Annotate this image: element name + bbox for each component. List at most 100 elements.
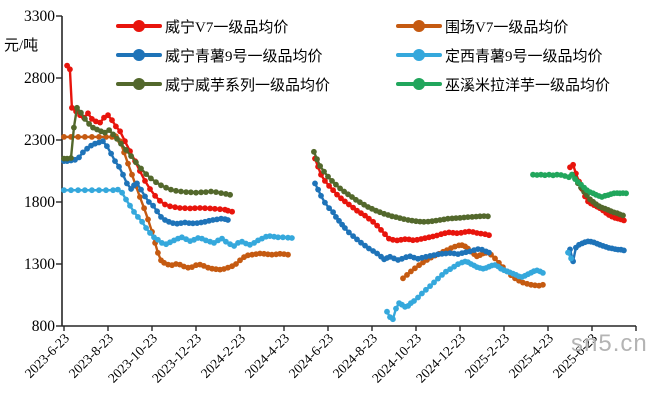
- data-point: [374, 250, 380, 257]
- data-point: [82, 134, 88, 140]
- data-point: [141, 205, 148, 212]
- data-point: [374, 222, 380, 229]
- data-point: [173, 187, 179, 194]
- data-point: [158, 182, 164, 189]
- data-point: [182, 205, 188, 212]
- data-point: [317, 163, 323, 169]
- data-point: [492, 255, 498, 262]
- legend-marker-icon: [396, 78, 442, 90]
- data-point: [105, 112, 111, 119]
- data-point: [147, 230, 153, 236]
- data-point: [127, 202, 133, 209]
- data-point: [104, 143, 110, 150]
- data-point: [223, 238, 229, 245]
- series-weining-weiyu: [61, 104, 626, 225]
- series-wuxi-mila: [530, 171, 629, 200]
- data-point: [75, 134, 81, 140]
- y-axis-unit-label: 元/吨: [4, 37, 38, 54]
- data-point: [421, 218, 427, 225]
- data-point: [350, 204, 356, 211]
- data-point: [570, 161, 576, 168]
- data-point: [106, 127, 112, 133]
- data-point: [138, 186, 144, 193]
- x-axis-tick-label: 2024-2-23: [198, 330, 249, 381]
- data-point: [342, 198, 348, 205]
- data-point: [322, 199, 328, 206]
- data-point: [218, 190, 225, 197]
- data-point: [109, 117, 115, 124]
- data-point: [96, 134, 102, 140]
- legend-label: 巫溪米拉洋芋一级品均价: [445, 77, 611, 94]
- data-point: [193, 189, 199, 196]
- data-point: [187, 205, 194, 212]
- series-dingxi-qingshu9: [61, 186, 574, 323]
- data-point: [142, 193, 148, 200]
- data-point: [124, 180, 130, 187]
- data-point: [330, 209, 336, 216]
- legend-item-wuxi-mila: 巫溪米拉洋芋一级品均价: [396, 74, 636, 94]
- data-point: [227, 191, 234, 198]
- data-point: [623, 190, 629, 197]
- data-point: [318, 192, 324, 199]
- data-point: [326, 205, 332, 212]
- legend-label: 定西青薯9号一级品均价: [445, 48, 603, 65]
- data-point: [163, 184, 170, 191]
- data-point: [112, 158, 118, 165]
- data-point: [289, 235, 295, 241]
- data-point: [155, 249, 161, 256]
- data-point: [357, 199, 363, 206]
- data-point: [346, 229, 352, 236]
- x-axis-tick-label: 2025-2-23: [462, 330, 513, 381]
- legend-marker-icon: [116, 49, 162, 61]
- data-point: [67, 66, 73, 73]
- data-point: [108, 150, 114, 157]
- data-point: [315, 186, 321, 193]
- data-point: [486, 232, 492, 239]
- data-point: [233, 261, 239, 267]
- data-point: [445, 215, 451, 222]
- data-point: [82, 187, 88, 194]
- y-axis-tick-label: 2300: [24, 132, 55, 149]
- data-point: [61, 134, 67, 140]
- data-point: [157, 197, 163, 204]
- legend-item-dingxi-qingshu9: 定西青薯9号一级品均价: [396, 45, 636, 65]
- data-point: [135, 214, 141, 220]
- data-point: [338, 195, 344, 202]
- data-point: [427, 283, 433, 289]
- data-point: [486, 249, 492, 256]
- data-point: [370, 218, 376, 225]
- data-point: [334, 191, 340, 198]
- data-point: [103, 187, 109, 194]
- data-point: [143, 225, 150, 231]
- data-point: [143, 171, 150, 178]
- data-point: [390, 316, 396, 323]
- legend-marker-icon: [396, 20, 442, 32]
- data-point: [333, 214, 339, 220]
- data-point: [443, 268, 449, 275]
- data-point: [192, 205, 198, 212]
- data-point: [125, 160, 131, 167]
- data-point: [153, 179, 159, 186]
- data-point: [378, 227, 384, 233]
- data-point: [285, 251, 291, 258]
- data-point: [314, 156, 320, 163]
- y-axis-tick-label: 800: [32, 318, 56, 335]
- legend-item-weining-qingshu9: 威宁青薯9号一级品均价: [116, 45, 396, 65]
- data-point: [231, 243, 238, 249]
- legend-marker-icon: [396, 49, 442, 61]
- data-point: [76, 154, 82, 161]
- data-point: [188, 189, 194, 196]
- data-point: [190, 220, 196, 227]
- data-point: [183, 189, 190, 196]
- data-point: [419, 290, 425, 297]
- data-point: [129, 171, 135, 178]
- data-point: [110, 131, 116, 138]
- x-axis-tick-label: 2025-4-23: [506, 330, 557, 381]
- data-point: [85, 110, 91, 117]
- data-point: [325, 173, 331, 180]
- data-point: [146, 199, 152, 205]
- data-point: [123, 147, 129, 153]
- data-point: [326, 183, 332, 189]
- data-point: [621, 217, 627, 224]
